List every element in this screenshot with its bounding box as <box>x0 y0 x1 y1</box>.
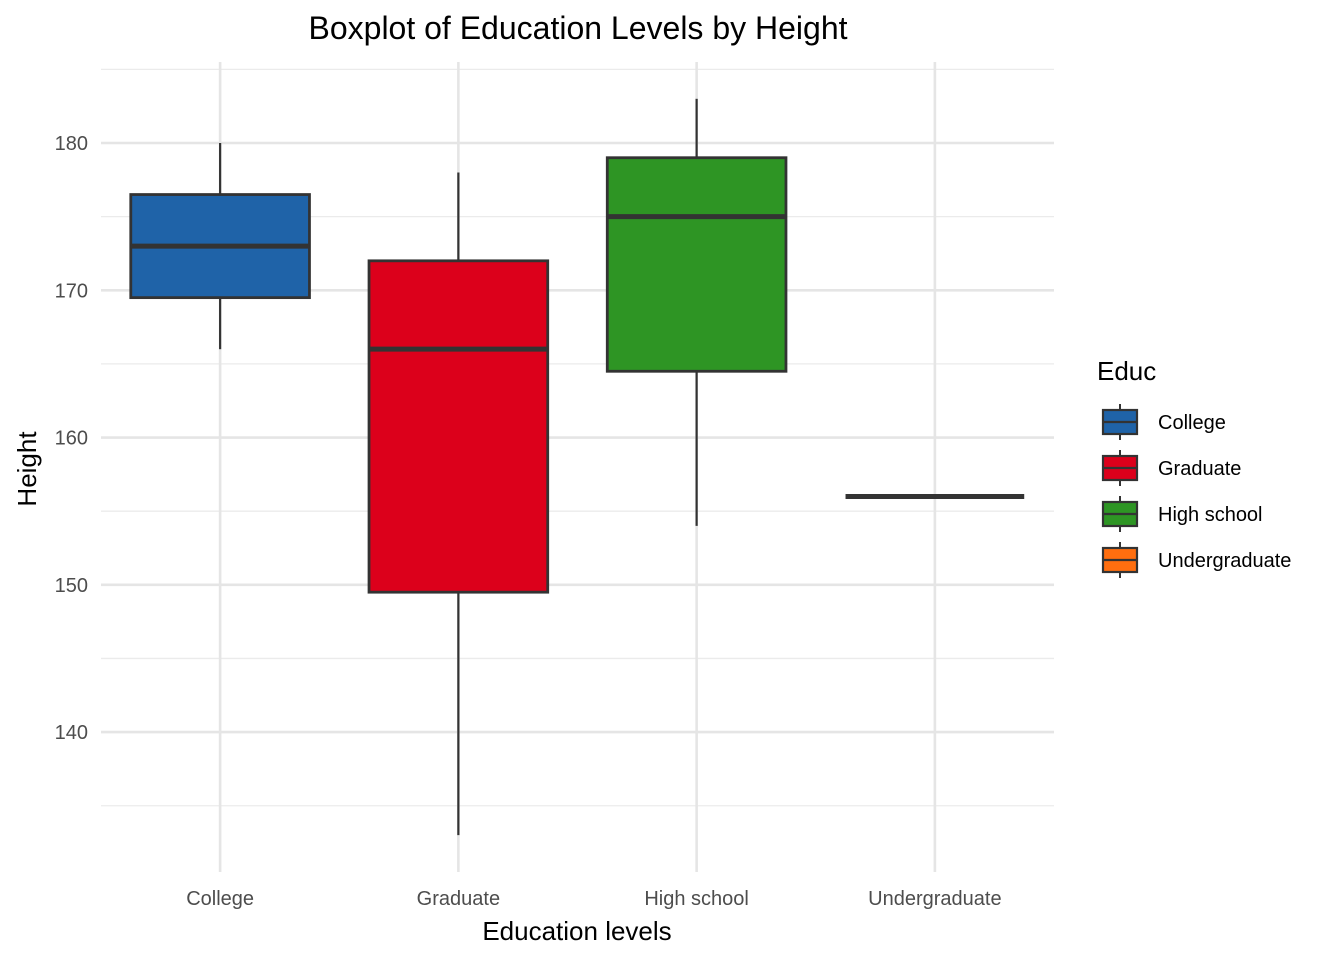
y-tick-label: 170 <box>55 280 88 302</box>
legend-items: College Graduate High school Undergraduate <box>1101 404 1291 578</box>
legend-label: Undergraduate <box>1158 550 1291 572</box>
box-graduate <box>367 172 550 836</box>
legend-title: Educ <box>1097 356 1156 386</box>
y-tick-label: 150 <box>55 575 88 597</box>
y-axis-ticks: 140 150 160 170 180 <box>55 133 88 744</box>
x-axis-title: Education levels <box>482 916 671 946</box>
box-college <box>129 143 311 350</box>
x-tick-label: College <box>186 888 254 910</box>
y-tick-label: 180 <box>55 133 88 155</box>
legend: Educ College Graduate High school Undergrad… <box>1097 356 1291 578</box>
legend-label: College <box>1158 412 1226 434</box>
legend-item: College <box>1101 404 1226 440</box>
boxes <box>129 98 1025 836</box>
x-axis-ticks: College Graduate High school Undergraduate <box>186 888 1001 910</box>
y-tick-label: 160 <box>55 428 88 450</box>
x-tick-label: Undergraduate <box>868 888 1001 910</box>
y-axis-title: Height <box>12 431 42 507</box>
legend-label: High school <box>1158 504 1263 526</box>
box-high-school <box>605 98 788 526</box>
x-tick-label: Graduate <box>417 888 500 910</box>
legend-label: Graduate <box>1158 458 1241 480</box>
y-tick-label: 140 <box>55 722 88 744</box>
legend-item: High school <box>1101 496 1263 532</box>
grid <box>101 62 1054 872</box>
box-body <box>605 156 788 373</box>
legend-item: Undergraduate <box>1101 542 1291 578</box>
x-tick-label: High school <box>644 888 749 910</box>
chart-title: Boxplot of Education Levels by Height <box>309 10 848 46</box>
legend-item: Graduate <box>1101 450 1241 486</box>
box-body <box>367 259 550 594</box>
